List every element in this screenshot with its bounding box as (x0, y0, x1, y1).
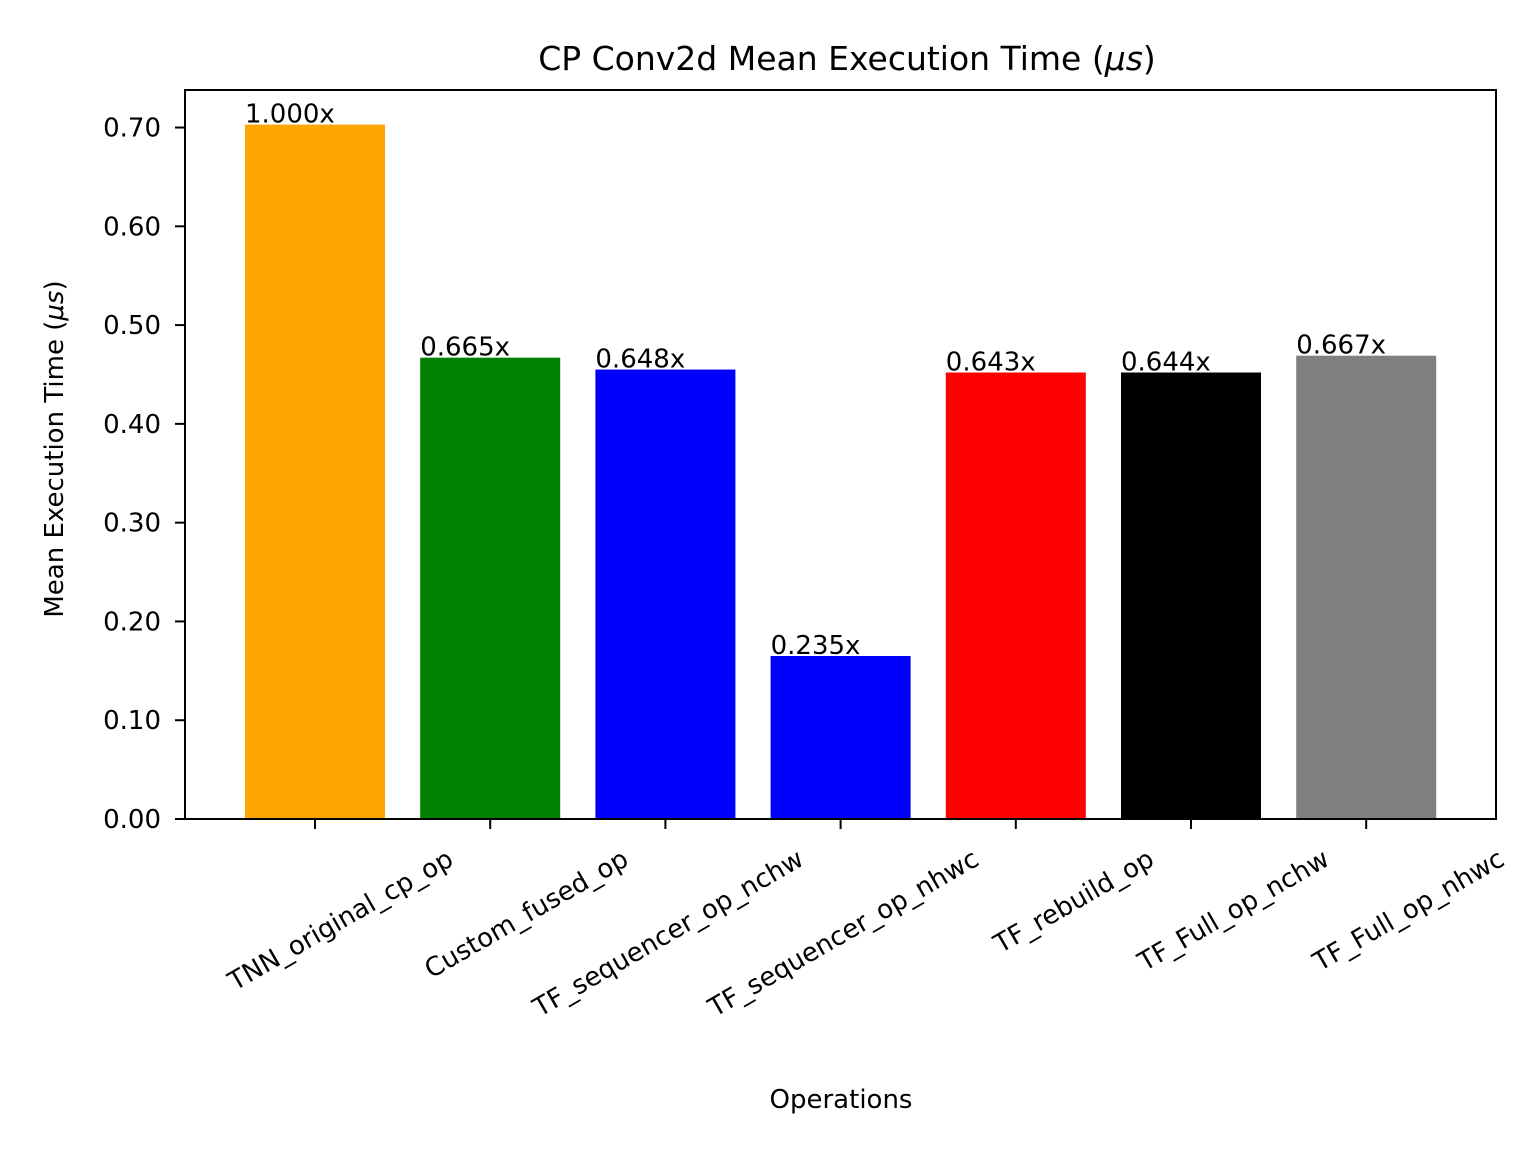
bar-data-label: 0.648x (595, 345, 685, 375)
bar-data-label: 0.667x (1296, 331, 1386, 361)
bar-data-label: 0.235x (771, 631, 861, 661)
bar-data-labels: 1.000x 0.665x 0.648x 0.235x 0.643x 0.644x 0.66… (245, 100, 1386, 661)
bar-Custom_fused_op (420, 357, 561, 819)
y-tick-label: 0.70 (103, 114, 161, 144)
x-tick-label: TF_rebuild_op (988, 844, 1159, 960)
bar-TF_rebuild_op (945, 372, 1086, 819)
x-tick-label: TF_sequencer_op_nhwc (703, 844, 985, 1024)
bar-TF_sequencer_op_nhwc (770, 656, 911, 819)
x-tick-label: TNN_original_cp_op (223, 844, 459, 998)
x-axis-ticks: TNN_original_cp_opCustom_fused_opTF_sequ… (223, 819, 1510, 1024)
bar-data-label: 0.665x (420, 333, 510, 363)
bar-TF_Full_op_nchw (1121, 372, 1261, 819)
y-axis-label: Mean Execution Time (μs) (40, 280, 70, 617)
plot-frame (184, 89, 1497, 820)
chart-title: CP Conv2d Mean Execution Time (μs) (538, 39, 1156, 78)
y-tick-label: 0.60 (103, 212, 161, 242)
y-tick-label: 0.50 (103, 311, 161, 341)
x-tick-label: TF_Full_op_nchw (1132, 844, 1334, 978)
x-tick-label: TF_sequencer_op_nchw (527, 844, 809, 1024)
x-axis-label: Operations (770, 1085, 913, 1115)
bar-TNN_original_cp_op (245, 124, 385, 819)
y-tick-label: 0.20 (103, 607, 161, 637)
bars (245, 124, 1437, 819)
bar-TF_Full_op_nhwc (1296, 355, 1437, 819)
y-tick-label: 0.10 (103, 706, 161, 736)
y-tick-label: 0.40 (103, 410, 161, 440)
y-axis-ticks: 0.00 0.10 0.20 0.30 0.40 0.50 0.60 0.70 (103, 114, 185, 835)
y-tick-label: 0.00 (103, 805, 161, 835)
x-tick-label: TF_Full_op_nhwc (1307, 844, 1509, 978)
y-tick-label: 0.30 (103, 509, 161, 539)
bar-data-label: 1.000x (245, 100, 335, 130)
bar-data-label: 0.643x (946, 348, 1036, 378)
bar-data-label: 0.644x (1121, 348, 1211, 378)
bar-TF_sequencer_op_nchw (595, 369, 736, 819)
